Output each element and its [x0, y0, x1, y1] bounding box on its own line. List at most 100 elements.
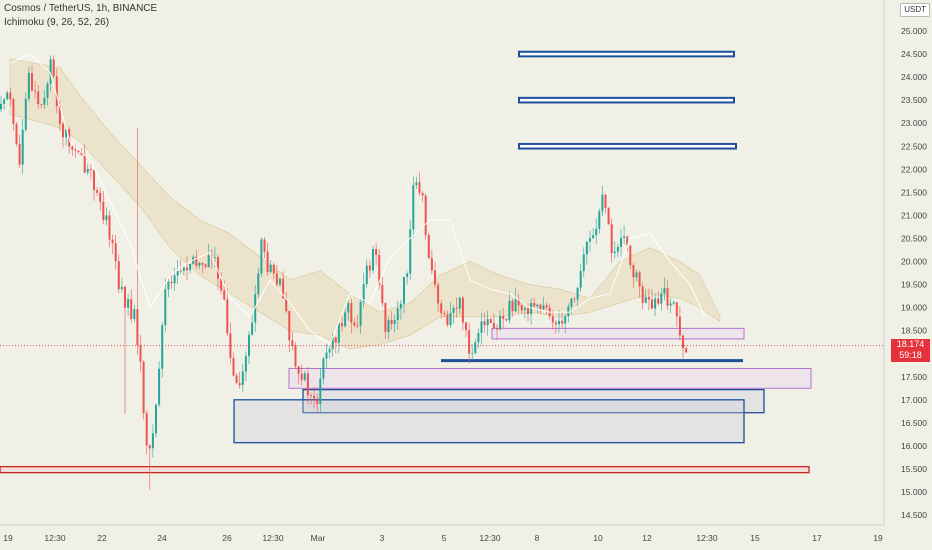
candle — [465, 321, 467, 337]
current-price-tag: 18.174 59:18 — [891, 339, 930, 362]
candle — [558, 310, 560, 333]
candle — [40, 103, 43, 108]
candle — [579, 263, 582, 293]
candle — [390, 311, 393, 330]
price-tick-label: 17.500 — [901, 372, 927, 382]
candle — [601, 185, 604, 217]
candle — [412, 176, 415, 238]
price-tick-label: 21.000 — [901, 210, 927, 220]
candle — [511, 298, 514, 317]
demand-zone-box-6[interactable] — [302, 389, 765, 414]
candle — [523, 306, 526, 319]
candle — [136, 127, 139, 355]
candle — [499, 310, 502, 331]
candle — [130, 289, 133, 323]
candle — [396, 300, 399, 330]
candle — [328, 346, 331, 359]
candle — [43, 89, 46, 110]
time-tick-label: 12:30 — [696, 533, 718, 543]
candle — [635, 269, 638, 282]
price-tick-label: 23.000 — [901, 118, 927, 128]
candle — [669, 298, 672, 314]
candle — [682, 334, 684, 359]
time-tick-label: 19 — [873, 533, 883, 543]
candle — [554, 319, 557, 334]
candle — [316, 393, 319, 412]
time-tick-label: Mar — [311, 533, 326, 543]
time-tick-label: 12 — [642, 533, 652, 543]
candle — [167, 277, 170, 298]
candle — [368, 259, 371, 278]
candle — [55, 68, 58, 113]
time-tick-label: 5 — [442, 533, 447, 543]
candle — [350, 298, 353, 334]
price-axis[interactable]: 14.500 15.000 15.500 16.000 16.500 17.000 17.5… — [883, 0, 932, 550]
candle — [170, 274, 173, 289]
candle — [269, 259, 272, 274]
candle — [217, 254, 219, 290]
candle — [647, 288, 650, 311]
indicator-label[interactable]: Ichimoku (9, 26, 52, 26) — [4, 17, 110, 28]
price-axis-bg — [884, 0, 932, 550]
candle — [251, 311, 254, 336]
time-tick-label: 26 — [222, 533, 232, 543]
price-tick-label: 25.000 — [901, 26, 927, 36]
price-tick-label: 16.000 — [901, 441, 927, 451]
bar-countdown: 59:18 — [899, 350, 922, 360]
candle — [142, 360, 145, 420]
candle — [387, 316, 390, 340]
candle — [37, 84, 40, 109]
candle — [536, 303, 539, 314]
candle — [629, 245, 632, 270]
target-level-box-2[interactable] — [518, 142, 737, 150]
candle — [616, 243, 619, 257]
candle — [530, 298, 533, 325]
candle — [99, 188, 102, 211]
candle — [300, 364, 303, 386]
candle — [610, 219, 613, 263]
candle — [120, 278, 123, 293]
candle — [9, 88, 12, 107]
time-tick-label: 12:30 — [44, 533, 66, 543]
candle — [356, 315, 359, 329]
candle — [434, 261, 436, 289]
candle — [232, 352, 235, 377]
purple-zone-box-5[interactable] — [288, 367, 812, 389]
candle — [6, 90, 9, 101]
candle — [427, 232, 430, 259]
candle — [195, 249, 198, 270]
candle — [139, 334, 142, 373]
candle — [359, 298, 362, 334]
demand-zone-box-7[interactable] — [233, 399, 745, 444]
time-axis[interactable]: 19 12:30 22 24 26 12:30 Mar 3 5 12:30 8 10 12 12:30 15… — [0, 524, 884, 543]
candle — [15, 122, 18, 147]
candle — [517, 293, 520, 314]
candle — [124, 285, 126, 414]
candlesticks — [0, 55, 688, 490]
target-level-box-1[interactable] — [518, 96, 735, 104]
candle — [545, 302, 548, 315]
candle — [551, 309, 554, 330]
currency-badge[interactable]: USDT — [900, 3, 930, 17]
drawn-zones[interactable] — [0, 50, 812, 474]
time-tick-label: 3 — [380, 533, 385, 543]
target-level-box-0[interactable] — [518, 50, 735, 58]
red-zone-box-8[interactable] — [0, 465, 810, 474]
candle — [93, 169, 95, 201]
candle — [204, 263, 207, 270]
candle — [626, 235, 629, 252]
candle — [207, 243, 210, 268]
candle — [83, 144, 86, 174]
symbol-title[interactable]: Cosmos / TetherUS, 1h, BINANCE — [4, 3, 158, 14]
candle — [21, 118, 24, 175]
candle — [365, 259, 368, 288]
price-tick-label: 20.000 — [901, 257, 927, 267]
candle — [514, 287, 517, 313]
candle — [505, 318, 508, 322]
purple-zone-box-3[interactable] — [491, 327, 745, 340]
candle — [148, 443, 151, 490]
candle — [46, 81, 49, 106]
price-tick-label: 15.000 — [901, 487, 927, 497]
candle — [471, 344, 474, 361]
